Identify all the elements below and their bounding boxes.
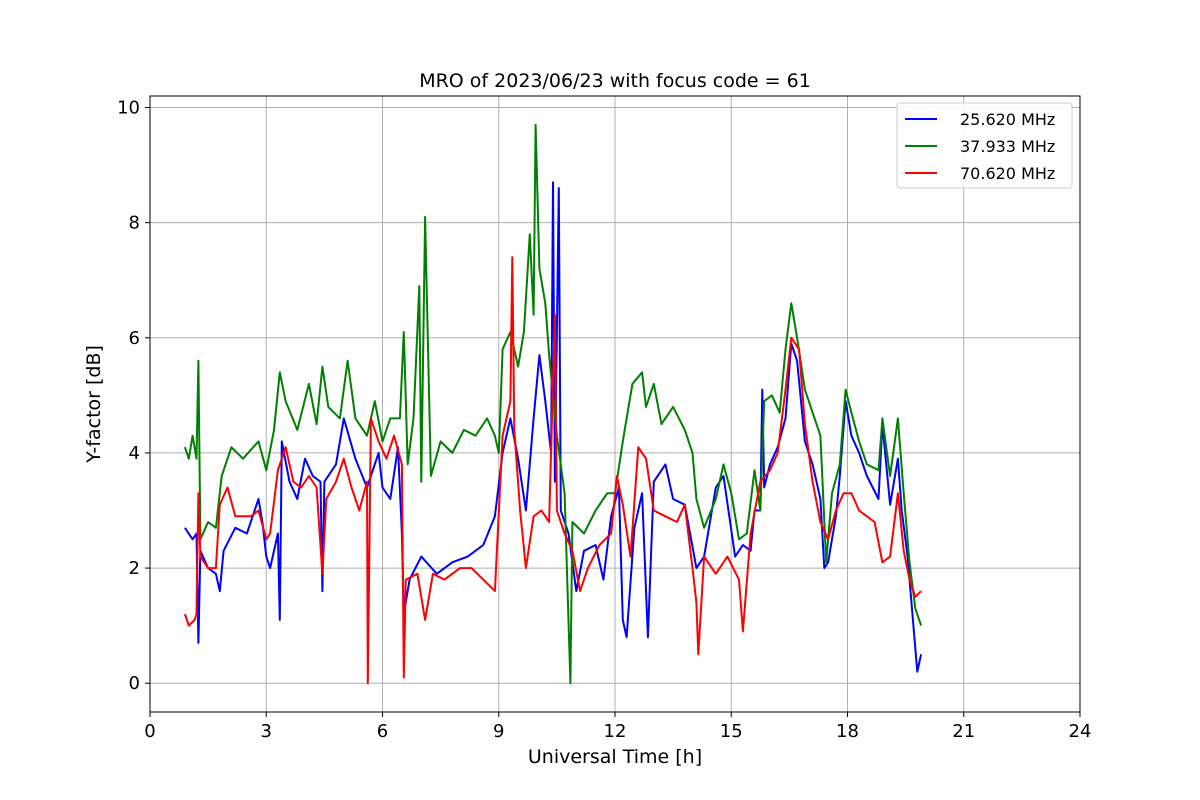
legend: 25.620 MHz 37.933 MHz 70.620 MHz (896, 102, 1073, 189)
legend-label: 37.933 MHz (960, 137, 1055, 156)
legend-label: 25.620 MHz (960, 110, 1055, 129)
y-tick-label: 10 (117, 98, 140, 119)
x-tick-label: 21 (952, 721, 975, 742)
x-tick-label: 18 (836, 721, 859, 742)
legend-label: 70.620 MHz (960, 164, 1055, 183)
x-tick-label: 12 (604, 721, 627, 742)
y-tick-label: 4 (129, 443, 140, 464)
y-tick-label: 0 (129, 673, 140, 694)
x-tick-label: 9 (493, 721, 504, 742)
y-tick-label: 6 (129, 328, 140, 349)
x-tick-label: 6 (377, 721, 388, 742)
series-line (184, 181, 923, 673)
series-line (183, 123, 923, 685)
series-lines (183, 123, 923, 685)
x-tick-label: 15 (720, 721, 743, 742)
x-axis-label: Universal Time [h] (528, 746, 702, 768)
x-tick-label: 24 (1069, 721, 1092, 742)
y-axis-label: Y-factor [dB] (83, 345, 105, 464)
legend-frame (896, 102, 1073, 189)
chart-title: MRO of 2023/06/23 with focus code = 61 (419, 70, 811, 92)
y-tick-label: 8 (129, 213, 140, 234)
x-tick-label: 3 (261, 721, 272, 742)
x-tick-label: 0 (144, 721, 155, 742)
y-tick-label: 2 (129, 558, 140, 579)
series-line (183, 256, 922, 685)
